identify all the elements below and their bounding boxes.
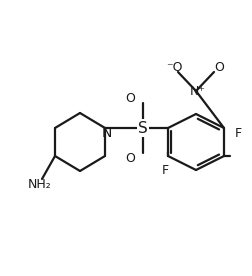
Text: N: N bbox=[101, 126, 112, 140]
Text: N⁺: N⁺ bbox=[189, 84, 205, 97]
Text: NH₂: NH₂ bbox=[28, 179, 52, 192]
Text: S: S bbox=[138, 121, 147, 136]
Text: F: F bbox=[161, 163, 168, 176]
Text: O: O bbox=[213, 60, 223, 73]
Text: O: O bbox=[124, 152, 134, 164]
Text: F: F bbox=[234, 126, 241, 139]
Text: O: O bbox=[124, 92, 134, 105]
Text: ⁻O: ⁻O bbox=[165, 60, 181, 73]
